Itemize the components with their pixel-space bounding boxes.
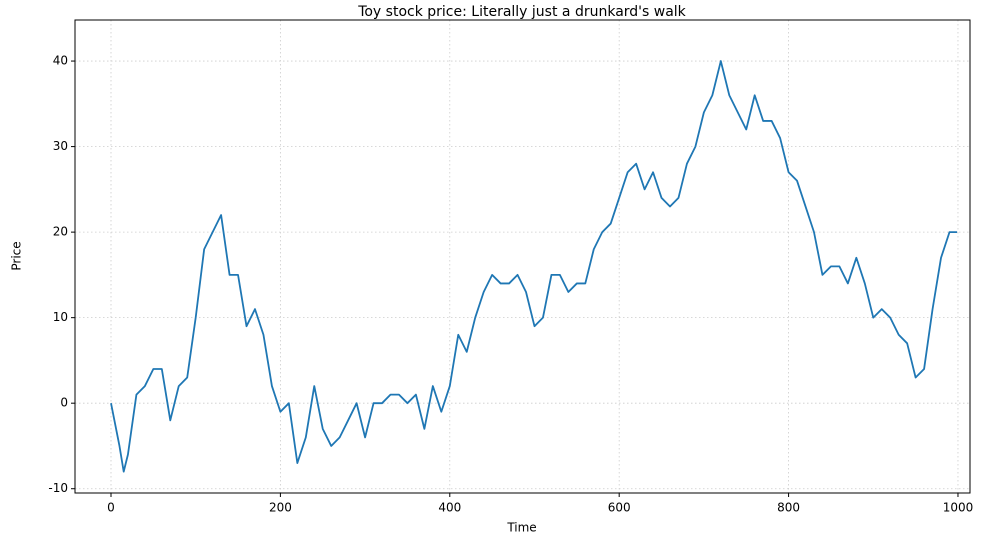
plot-frame bbox=[74, 19, 971, 494]
y-tick-label: 20 bbox=[53, 225, 68, 239]
chart-title: Toy stock price: Literally just a drunka… bbox=[357, 4, 686, 20]
y-tick-label: -10 bbox=[48, 481, 68, 495]
y-axis-label: Price bbox=[10, 241, 24, 270]
x-tick-label: 400 bbox=[438, 501, 461, 515]
x-axis-label: Time bbox=[506, 521, 536, 535]
x-tick-label: 0 bbox=[107, 501, 115, 515]
x-tick-label: 200 bbox=[269, 501, 292, 515]
y-tick-label: 10 bbox=[53, 310, 68, 324]
y-tick-label: 30 bbox=[53, 139, 68, 153]
y-tick-label: 40 bbox=[53, 54, 68, 68]
x-tick-label: 600 bbox=[608, 501, 631, 515]
y-tick-label: 0 bbox=[60, 396, 68, 410]
x-tick-label: 800 bbox=[777, 501, 800, 515]
price-line bbox=[110, 60, 958, 473]
x-tick-label: 1000 bbox=[943, 501, 974, 515]
